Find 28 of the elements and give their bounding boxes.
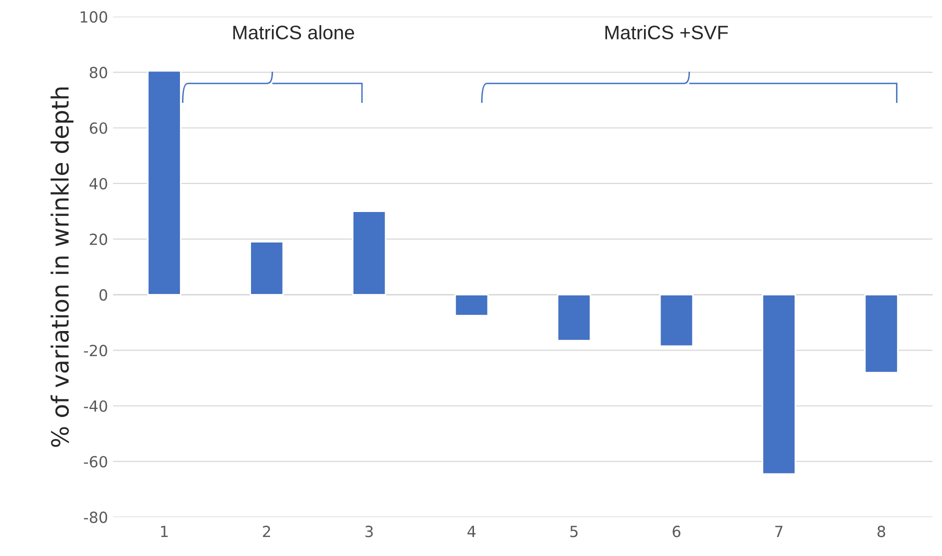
x-tick-label: 8 (878, 526, 886, 538)
y-tick-label: 0 (99, 289, 108, 301)
annotation: MatriCS +SVF (605, 25, 728, 40)
x-tick-label: 1 (161, 526, 168, 538)
bar (762, 294, 796, 475)
bar (250, 241, 284, 296)
x-tick-label: 7 (775, 526, 782, 538)
y-tick-label: 20 (90, 234, 108, 246)
bar (454, 294, 489, 316)
y-tick-label: -40 (84, 400, 108, 412)
y-axis-title: % of variation in wrinkle depth (50, 88, 74, 447)
bar (864, 294, 898, 374)
y-tick-label: -20 (84, 344, 108, 356)
y-tick-label: 40 (89, 178, 108, 190)
y-tick-label: 80 (90, 66, 108, 78)
x-tick-label: 6 (672, 526, 680, 538)
y-tick-label: 60 (90, 122, 108, 134)
x-tick-label: 3 (365, 526, 373, 538)
x-tick-label: 2 (262, 526, 270, 538)
bar (556, 294, 592, 342)
annotation: MatriCS alone (233, 25, 354, 40)
bar (352, 210, 386, 296)
x-tick-label: 5 (570, 526, 578, 538)
y-tick-label: 100 (80, 11, 108, 23)
y-tick-label: -80 (84, 512, 108, 524)
x-tick-label: 4 (467, 526, 476, 538)
bar (659, 294, 694, 347)
y-tick-label: -60 (84, 456, 108, 468)
